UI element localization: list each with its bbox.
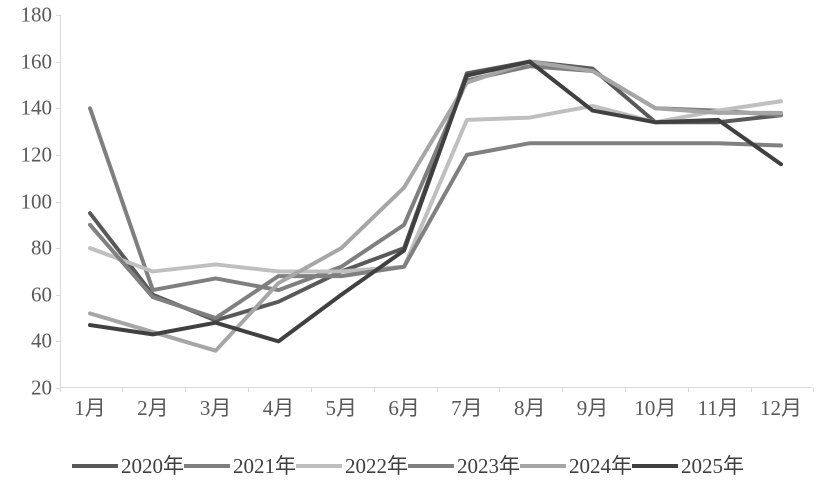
- legend-color-swatch: [632, 464, 678, 468]
- x-axis-tick-label: 2月: [137, 396, 169, 420]
- legend-color-swatch: [520, 464, 566, 468]
- series-line: [88, 99, 783, 274]
- legend-color-swatch: [296, 464, 342, 468]
- legend-item[interactable]: 2023年: [408, 453, 520, 478]
- x-axis-tick: [122, 387, 124, 392]
- series-line: [88, 64, 783, 293]
- legend-color-swatch: [72, 464, 118, 468]
- plot-area: [56, 15, 815, 392]
- legend-item[interactable]: 2020年: [72, 453, 184, 478]
- x-axis-tick: [373, 387, 375, 392]
- legend-item[interactable]: 2022年: [296, 453, 408, 478]
- x-axis-tick-label: 4月: [262, 396, 295, 420]
- legend-color-swatch: [184, 464, 230, 468]
- x-axis-tick: [624, 387, 626, 392]
- x-axis-tick: [813, 387, 815, 392]
- series-line: [88, 59, 783, 344]
- y-axis-tick: [56, 154, 61, 156]
- y-axis-tick-label: 120: [20, 142, 53, 167]
- legend-label: 2024年: [569, 453, 632, 478]
- x-axis-tick-label: 10月: [634, 396, 677, 420]
- legend-label: 2021年: [233, 453, 296, 478]
- y-axis-tick-labels: 180 160 140 120 100 80 60 40 20: [0, 0, 53, 484]
- legend-label: 2025年: [681, 453, 744, 478]
- x-axis-tick-label: 1月: [74, 396, 106, 420]
- legend-color-swatch: [408, 464, 454, 468]
- y-axis-tick: [56, 248, 61, 250]
- y-axis-tick-label: 80: [31, 235, 52, 260]
- x-axis-tick-label: 5月: [325, 396, 358, 420]
- y-axis-tick: [56, 201, 61, 203]
- legend-item[interactable]: 2021年: [184, 453, 296, 478]
- y-axis-tick: [56, 61, 61, 63]
- x-axis-tick: [499, 387, 501, 392]
- x-axis-tick: [687, 387, 689, 392]
- y-axis-tick: [56, 294, 61, 296]
- x-axis-tick: [248, 387, 250, 392]
- y-axis-tick-label: 180: [20, 2, 53, 27]
- legend-item[interactable]: 2025年: [632, 453, 744, 478]
- series-line: [88, 59, 783, 353]
- y-axis-tick: [56, 15, 61, 16]
- x-axis-tick: [185, 387, 187, 392]
- y-axis-tick-label: 160: [20, 49, 53, 74]
- y-axis-tick-label: 140: [20, 95, 53, 120]
- y-axis-tick: [56, 108, 61, 110]
- x-axis-tick: [436, 387, 438, 392]
- legend-item[interactable]: 2024年: [520, 453, 632, 478]
- series-line: [88, 141, 783, 321]
- x-axis-tick-label: 3月: [199, 396, 232, 420]
- x-axis-tick-label: 12月: [760, 396, 802, 420]
- x-axis-tick-label: 6月: [388, 396, 420, 420]
- y-axis-tick: [56, 388, 61, 389]
- y-axis-tick-label: 20: [31, 375, 52, 400]
- y-axis-tick-label: 60: [31, 282, 52, 307]
- x-axis-tick: [562, 387, 564, 392]
- x-axis-tick-label: 9月: [576, 396, 609, 420]
- y-axis-tick-label: 100: [20, 189, 53, 213]
- x-axis-tick: [59, 387, 61, 392]
- y-axis-tick: [56, 341, 61, 343]
- y-axis-tick-label: 40: [31, 328, 52, 353]
- x-axis-tick-label: 11月: [697, 396, 739, 420]
- legend-label: 2022年: [345, 453, 408, 478]
- x-axis-tick: [750, 387, 752, 392]
- x-axis-tick: [310, 387, 312, 392]
- x-axis-tick-label: 8月: [513, 396, 546, 420]
- chart-legend: 2020年 2021年 2022年 2023年 2024年 2025年: [0, 448, 816, 484]
- legend-label: 2023年: [457, 453, 520, 478]
- x-axis-tick-label: 7月: [451, 396, 483, 420]
- legend-label: 2020年: [121, 453, 184, 478]
